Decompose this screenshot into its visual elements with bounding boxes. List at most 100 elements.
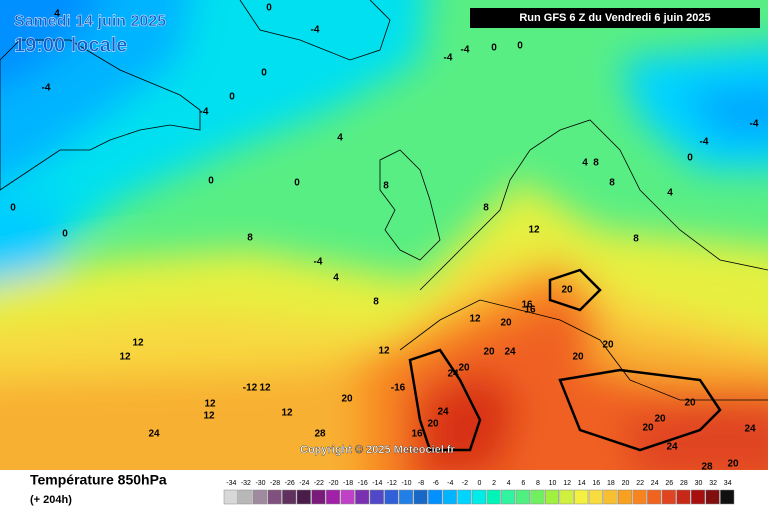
contour-label: 4 [667,188,673,199]
legend-label: 10 [549,480,557,487]
legend-label: 14 [578,480,586,487]
legend-swatch [413,489,428,505]
legend-swatch [340,489,355,505]
contour-label: 24 [744,424,756,435]
contour-label: 0 [229,92,235,103]
contour-label: 8 [593,158,599,169]
legend-label: -20 [328,480,338,487]
contour-label: 20 [500,318,512,329]
legend-swatch [311,489,326,505]
legend-swatch [252,489,268,505]
legend-swatch [647,489,662,505]
legend-label: 26 [665,480,673,487]
contour-label: -4 [750,119,759,130]
contour-label: 12 [378,346,390,357]
legend-swatch [355,489,370,505]
legend-label: 22 [636,480,644,487]
contour-labels: 4-40-4-4-4 0 00-400 0004888-448412121212161… [10,3,759,473]
contour-label: 12 [119,352,131,363]
legend-label: -28 [270,480,280,487]
legend-label: -18 [343,480,353,487]
legend-swatch [369,489,384,505]
contour-label: -4 [42,83,51,94]
contour-label: 4 [582,158,588,169]
legend-label: 0 [478,480,482,487]
legend-swatch [471,489,487,505]
legend-swatch [544,489,560,505]
contour-label: 4 [333,273,339,284]
color-legend: -34 -32 -30 -28 -26 -24 -22 -20 -18 -16 -14 -12 -10-… [223,480,735,505]
contour-label: 12 [281,408,293,419]
contour-label: 0 [266,3,272,14]
contour-label: 0 [687,153,693,164]
legend-swatch [486,489,501,505]
contour-label: 0 [62,229,68,240]
contour-label: 12 [203,411,215,422]
legend-label: 2 [492,480,496,487]
contour-label: 20 [483,347,495,358]
copyright: Copyright © 2025 Meteociel.fr [300,444,456,456]
contour-label: 12 [528,225,540,236]
contour-label: 24 [666,442,678,453]
legend-swatch [559,489,574,505]
contour-label: -4 [444,53,453,64]
contour-label: 0 [491,43,497,54]
contour-label: 4 [54,9,60,20]
contour-label: 8 [247,233,253,244]
contour-label: 8 [633,234,639,245]
legend-label: 20 [622,480,630,487]
contour-label: 12 [204,399,216,410]
legend-label: -32 [241,480,251,487]
footer-lead: (+ 204h) [30,494,72,506]
contour-label: -4 [200,107,209,118]
contour-label: -16 [391,383,406,394]
valid-time: 19:00 locale [14,34,127,56]
legend-label: 4 [507,480,511,487]
legend-label: -4 [447,480,453,487]
contour-label: 20 [427,419,439,430]
legend-label: -16 [358,480,368,487]
contour-label: 4 [337,133,343,144]
contour-label: 0 [261,68,267,79]
contour-label: 16 [521,300,533,311]
legend-label: -30 [255,480,265,487]
contour-label: -4 [311,25,320,36]
contour-label: 24 [437,407,449,418]
legend-swatch [603,489,618,505]
legend-label: 24 [651,480,659,487]
contour-label: 8 [383,181,389,192]
legend-swatch [457,489,472,505]
contour-label: 20 [654,414,666,425]
contour-label: 20 [642,423,654,434]
legend-label: 28 [680,480,688,487]
contour-label: 0 [10,203,16,214]
contour-label: 28 [314,429,326,440]
legend-swatch [661,489,676,505]
run-info: Run GFS 6 Z du Vendredi 6 juin 2025 [519,12,710,24]
contour-label: 24 [504,347,516,358]
legend-swatch [588,489,603,505]
legend-label: 18 [607,480,615,487]
contour-label: 20 [572,352,584,363]
legend-swatch [574,489,589,505]
footer-title: Température 850hPa [30,472,167,488]
contour-label: 20 [458,363,470,374]
legend-label: 34 [724,480,732,487]
legend-swatch [705,489,720,505]
legend-label: -10 [401,480,411,487]
legend-swatch [325,489,341,505]
legend-label: -24 [299,480,309,487]
contour-label: 24 [148,429,160,440]
legend-label: -8 [418,480,424,487]
legend-label: -2 [462,480,468,487]
legend-swatch [690,489,706,505]
legend-swatch [282,489,297,505]
legend-label: 30 [695,480,703,487]
legend-swatch [428,489,443,505]
contour-label: 20 [341,394,353,405]
contour-label: 20 [727,459,739,470]
contour-label: 12 [132,338,144,349]
run-box [470,8,760,28]
